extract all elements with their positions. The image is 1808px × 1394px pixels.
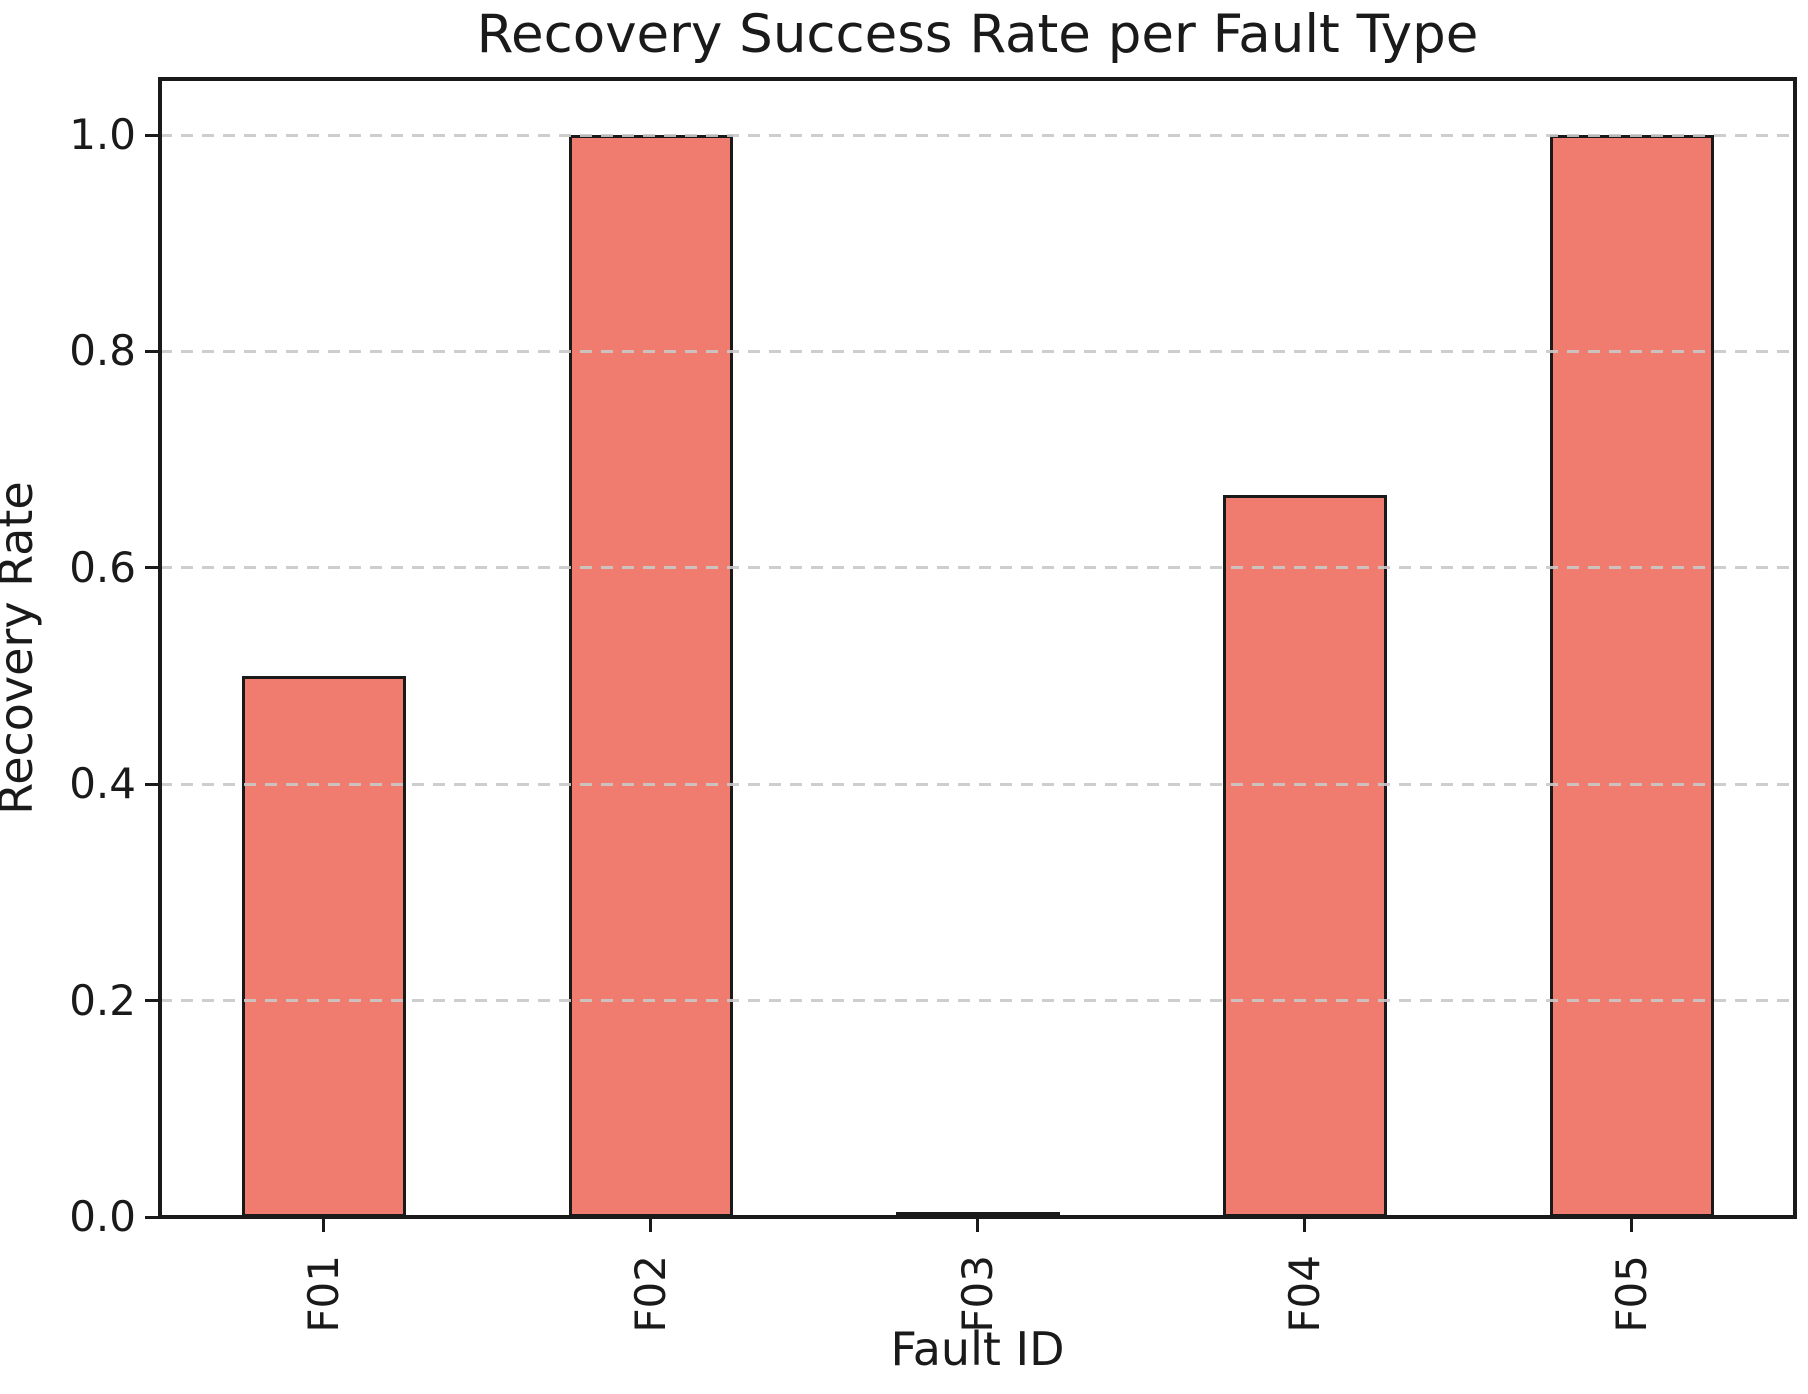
- xtick-mark-F02: [649, 1217, 652, 1232]
- ytick-mark-0.4: [145, 782, 160, 786]
- xtick-label-F05: F05: [1606, 1255, 1656, 1333]
- gridline-y-0.2: [160, 999, 1795, 1003]
- bar-F03: [896, 1212, 1060, 1217]
- chart-title: Recovery Success Rate per Fault Type: [476, 4, 1479, 65]
- xtick-label-F04: F04: [1279, 1255, 1329, 1333]
- ytick-mark-0.2: [145, 999, 160, 1003]
- xtick-label-F02: F02: [625, 1255, 675, 1333]
- ytick-label-0.2: 0.2: [69, 975, 136, 1025]
- ytick-mark-0.6: [145, 566, 160, 570]
- xtick-mark-F04: [1303, 1217, 1306, 1232]
- xtick-mark-F01: [322, 1217, 325, 1232]
- gridline-y-0.6: [160, 566, 1795, 570]
- ytick-label-0.4: 0.4: [69, 759, 136, 809]
- xtick-label-F03: F03: [952, 1255, 1002, 1333]
- bar-F05: [1550, 135, 1714, 1217]
- ytick-mark-0.0: [145, 1215, 160, 1219]
- ytick-label-1.0: 1.0: [69, 110, 136, 159]
- x-axis-label: Fault ID: [890, 1322, 1065, 1376]
- xtick-mark-F05: [1630, 1217, 1633, 1232]
- bar-F01: [242, 676, 406, 1217]
- gridline-y-1: [160, 133, 1795, 137]
- ytick-mark-1.0: [145, 133, 160, 137]
- bar-F02: [569, 135, 733, 1217]
- xtick-mark-F03: [976, 1217, 979, 1232]
- ytick-label-0.6: 0.6: [69, 542, 136, 592]
- bar-F04: [1223, 495, 1387, 1217]
- plot-area: [160, 79, 1795, 1217]
- gridline-y-0.4: [160, 782, 1795, 786]
- gridline-y-0.8: [160, 349, 1795, 353]
- ytick-mark-0.8: [145, 349, 160, 353]
- ytick-label-0.0: 0.0: [69, 1192, 136, 1241]
- xtick-label-F01: F01: [298, 1255, 348, 1333]
- ytick-label-0.8: 0.8: [69, 326, 136, 376]
